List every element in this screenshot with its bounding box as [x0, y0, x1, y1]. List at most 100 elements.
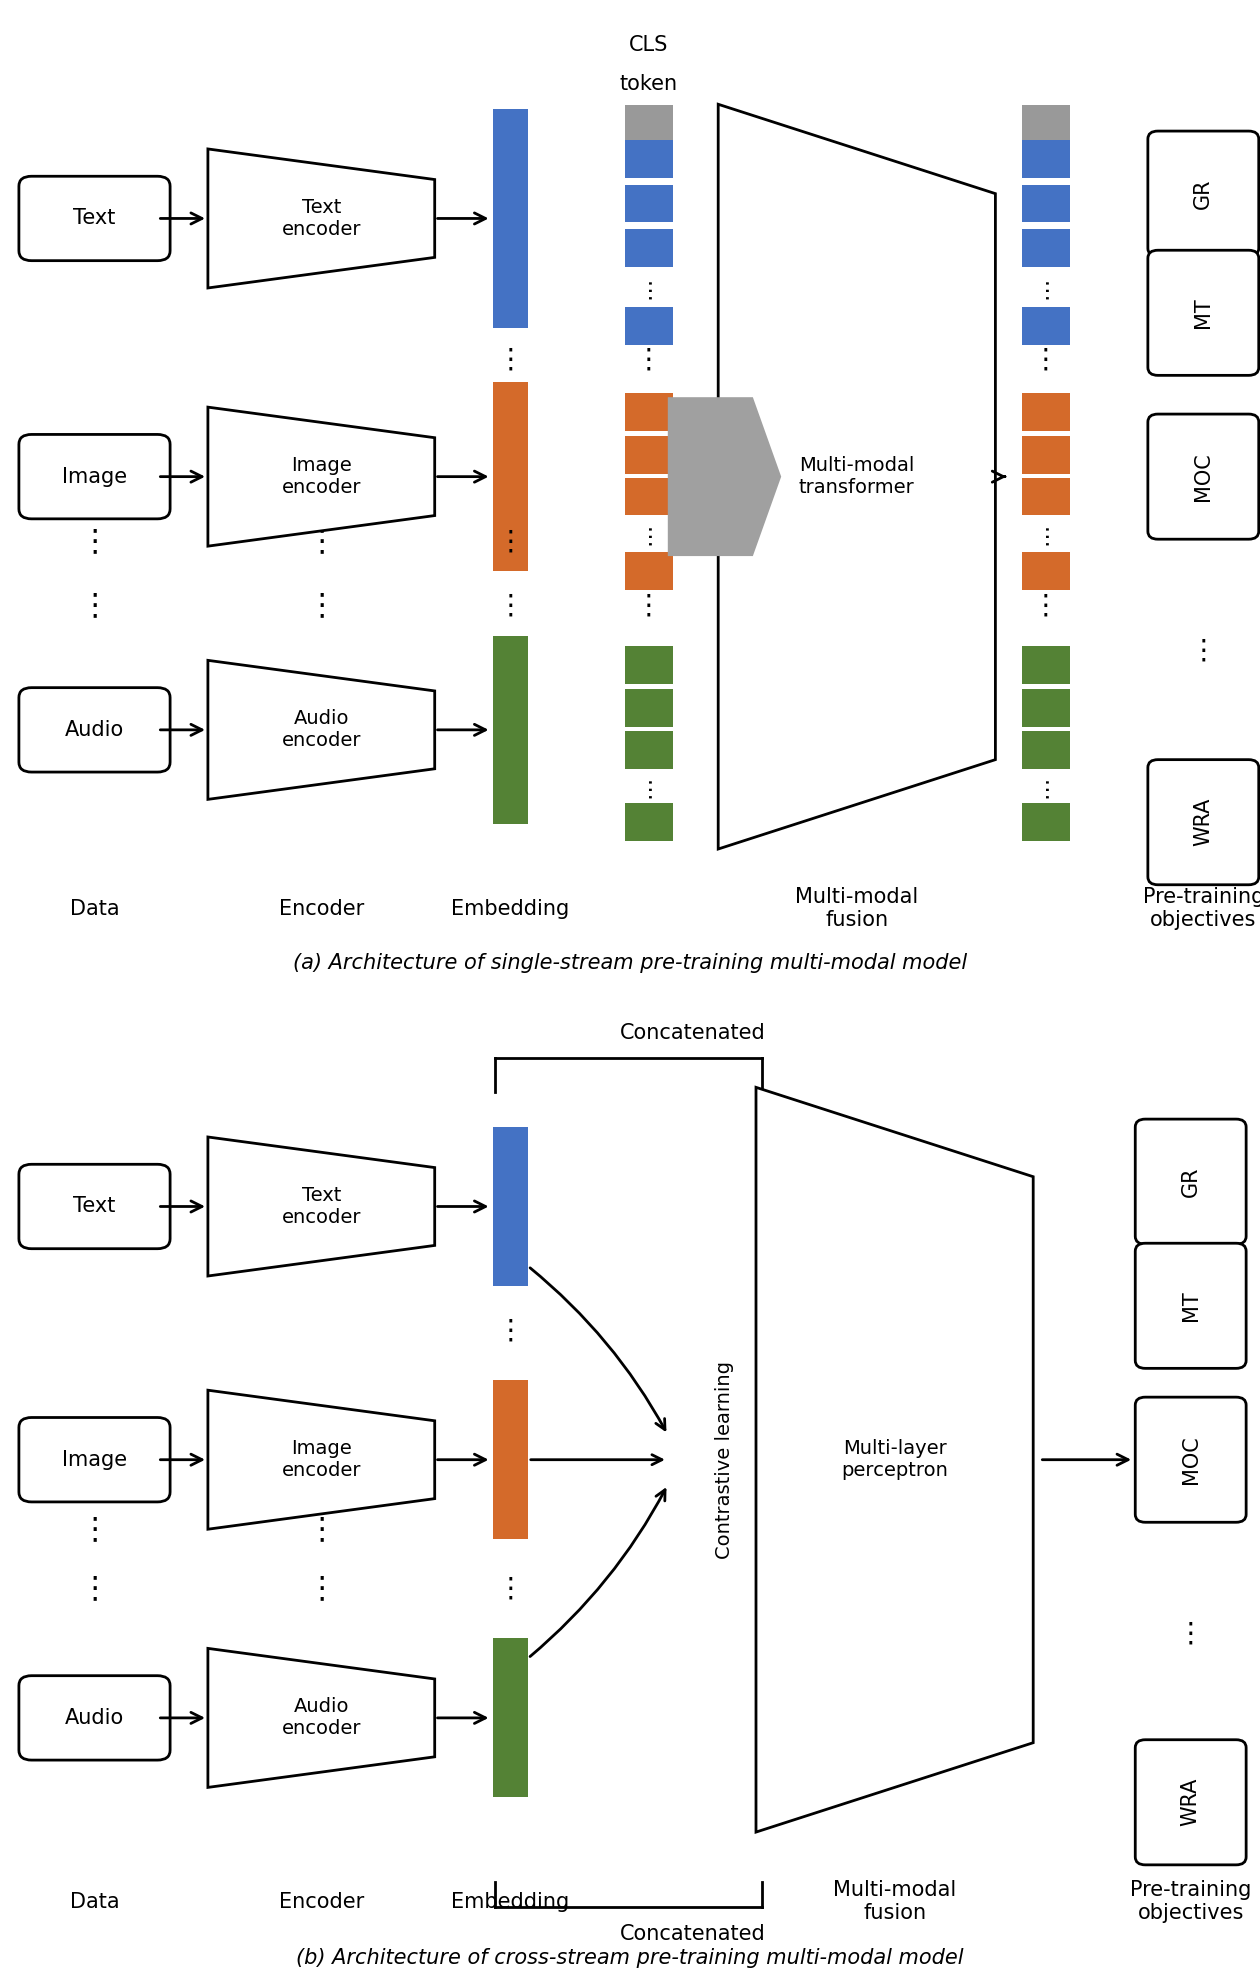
- Bar: [493, 1380, 528, 1539]
- FancyBboxPatch shape: [19, 177, 170, 260]
- FancyBboxPatch shape: [19, 1164, 170, 1249]
- Bar: [1022, 306, 1070, 346]
- Text: ⋯: ⋯: [1036, 775, 1056, 798]
- Text: Text
encoder: Text encoder: [281, 199, 362, 238]
- Text: (b) Architecture of cross-stream pre-training multi-modal model: (b) Architecture of cross-stream pre-tra…: [296, 1948, 964, 1968]
- Bar: [625, 185, 673, 222]
- Text: ⋯: ⋯: [1036, 276, 1056, 300]
- Text: ⋮: ⋮: [306, 526, 336, 556]
- Polygon shape: [208, 149, 435, 288]
- Text: ⋮: ⋮: [496, 592, 524, 620]
- Text: ⋯: ⋯: [1036, 522, 1056, 546]
- Text: ⋮: ⋮: [79, 592, 110, 620]
- Polygon shape: [208, 1390, 435, 1529]
- Bar: [625, 230, 673, 266]
- Bar: [1022, 393, 1070, 431]
- Bar: [1022, 185, 1070, 222]
- FancyBboxPatch shape: [19, 435, 170, 518]
- FancyBboxPatch shape: [1135, 1398, 1246, 1521]
- Bar: [625, 393, 673, 431]
- Bar: [1022, 230, 1070, 266]
- Text: ⋮: ⋮: [496, 346, 524, 373]
- Bar: [1022, 105, 1070, 143]
- Text: Audio: Audio: [64, 719, 125, 741]
- Text: WRA: WRA: [1193, 798, 1213, 846]
- Text: Data: Data: [69, 1891, 120, 1913]
- FancyBboxPatch shape: [1148, 759, 1259, 886]
- Text: Encoder: Encoder: [278, 898, 364, 920]
- Text: Image
encoder: Image encoder: [281, 457, 362, 496]
- Bar: [625, 306, 673, 346]
- FancyBboxPatch shape: [1135, 1740, 1246, 1865]
- Bar: [1022, 139, 1070, 177]
- Bar: [625, 689, 673, 727]
- Text: ⋮: ⋮: [1189, 636, 1217, 665]
- Text: ⋯: ⋯: [639, 775, 659, 798]
- Text: MT: MT: [1193, 298, 1213, 328]
- Bar: [493, 381, 528, 572]
- Text: Embedding: Embedding: [451, 1891, 570, 1913]
- Text: token: token: [620, 73, 678, 95]
- Text: ⋮: ⋮: [1177, 1619, 1205, 1648]
- Bar: [1022, 552, 1070, 590]
- Text: Audio
encoder: Audio encoder: [281, 1698, 362, 1738]
- Text: ⋮: ⋮: [79, 526, 110, 556]
- FancyBboxPatch shape: [1135, 1243, 1246, 1368]
- FancyBboxPatch shape: [1135, 1118, 1246, 1243]
- Polygon shape: [718, 103, 995, 850]
- Bar: [493, 109, 528, 328]
- Polygon shape: [208, 407, 435, 546]
- Text: Concatenated: Concatenated: [620, 1924, 766, 1944]
- Bar: [625, 479, 673, 514]
- Bar: [1022, 437, 1070, 475]
- Text: CLS: CLS: [629, 34, 669, 56]
- FancyBboxPatch shape: [19, 687, 170, 773]
- Text: ⋮: ⋮: [496, 1317, 524, 1345]
- Text: Image: Image: [62, 1450, 127, 1470]
- Polygon shape: [208, 1136, 435, 1277]
- FancyBboxPatch shape: [19, 1676, 170, 1760]
- Polygon shape: [208, 1648, 435, 1787]
- Text: Audio
encoder: Audio encoder: [281, 709, 362, 751]
- Text: ⋮: ⋮: [306, 1515, 336, 1543]
- Bar: [625, 552, 673, 590]
- Text: Image
encoder: Image encoder: [281, 1440, 362, 1480]
- Text: Text: Text: [73, 209, 116, 228]
- Bar: [625, 647, 673, 683]
- Text: Data: Data: [69, 898, 120, 920]
- Text: Image: Image: [62, 467, 127, 487]
- FancyBboxPatch shape: [1148, 413, 1259, 538]
- Text: ⋮: ⋮: [1032, 592, 1060, 620]
- Bar: [625, 731, 673, 769]
- Text: Multi-layer
perceptron: Multi-layer perceptron: [842, 1440, 948, 1480]
- Bar: [625, 139, 673, 177]
- Text: ⋮: ⋮: [1032, 346, 1060, 373]
- Bar: [625, 437, 673, 475]
- Text: Text
encoder: Text encoder: [281, 1186, 362, 1227]
- Text: MOC: MOC: [1193, 453, 1213, 500]
- Text: Multi-modal
fusion: Multi-modal fusion: [795, 888, 919, 929]
- Bar: [1022, 647, 1070, 683]
- Text: ⋮: ⋮: [496, 1575, 524, 1603]
- Text: Encoder: Encoder: [278, 1891, 364, 1913]
- Text: ⋮: ⋮: [635, 592, 663, 620]
- Text: Audio: Audio: [64, 1708, 125, 1728]
- Text: GR: GR: [1181, 1166, 1201, 1198]
- Bar: [493, 1126, 528, 1287]
- Text: Concatenated: Concatenated: [620, 1023, 766, 1043]
- Text: MOC: MOC: [1181, 1436, 1201, 1484]
- Text: ⋯: ⋯: [639, 276, 659, 300]
- Bar: [1022, 802, 1070, 842]
- FancyBboxPatch shape: [19, 1418, 170, 1501]
- Text: Tokenized: Tokenized: [689, 429, 709, 524]
- Text: Multi-modal
fusion: Multi-modal fusion: [833, 1881, 956, 1922]
- Text: Pre-training
objectives: Pre-training objectives: [1130, 1881, 1251, 1922]
- Bar: [625, 105, 673, 143]
- Text: ⋮: ⋮: [635, 346, 663, 373]
- Text: ⋮: ⋮: [496, 526, 524, 556]
- Text: (a) Architecture of single-stream pre-training multi-modal model: (a) Architecture of single-stream pre-tr…: [292, 953, 968, 973]
- Text: MT: MT: [1181, 1291, 1201, 1321]
- Text: Embedding: Embedding: [451, 898, 570, 920]
- Bar: [493, 636, 528, 824]
- FancyBboxPatch shape: [1148, 250, 1259, 375]
